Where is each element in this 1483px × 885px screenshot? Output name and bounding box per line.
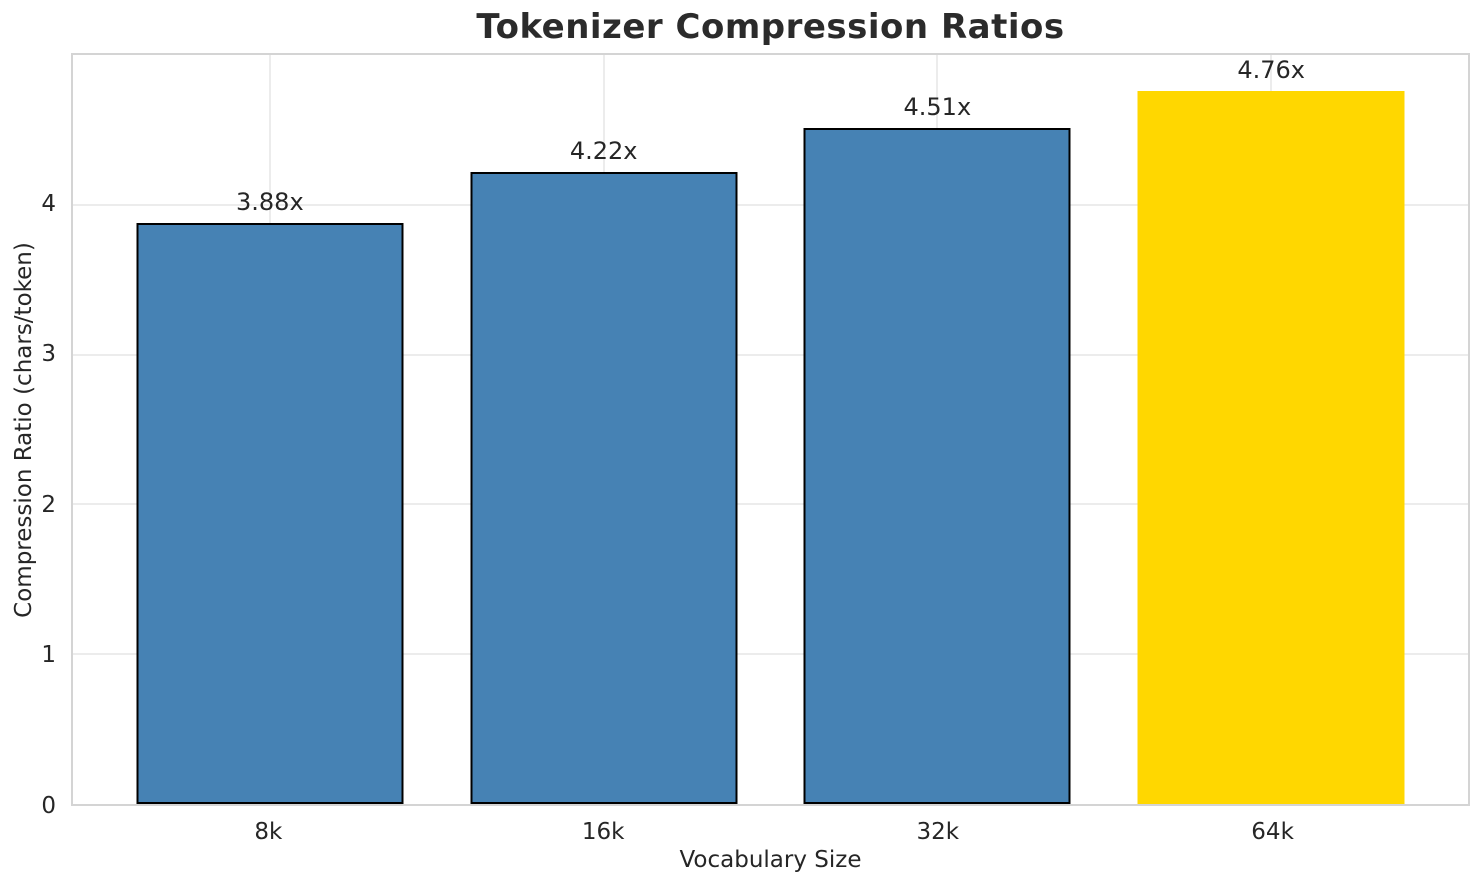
plot-area: 3.88x 4.22x 4.51x 4.76x: [71, 53, 1470, 806]
x-tick-label: 8k: [254, 819, 283, 845]
y-tick-label: 1: [41, 642, 56, 669]
chart-title: Tokenizer Compression Ratios: [476, 7, 1065, 47]
gridline-horizontal: [73, 503, 1468, 506]
y-tick-label: 0: [41, 793, 56, 819]
gridline-horizontal: [73, 353, 1468, 356]
bar: [803, 128, 1071, 804]
bar-value-label: 3.88x: [236, 187, 304, 216]
bar: [470, 171, 738, 804]
y-axis-label: Compression Ratio (chars/token): [11, 242, 37, 618]
y-tick-label: 2: [41, 491, 56, 518]
bar-value-label: 4.51x: [903, 93, 972, 122]
x-tick-label: 64k: [1251, 819, 1294, 845]
bar: [1137, 90, 1405, 804]
gridline-horizontal: [73, 203, 1468, 206]
x-tick-label: 16k: [581, 819, 625, 845]
bar: [136, 222, 404, 804]
bar-value-label: 4.76x: [1237, 55, 1305, 84]
y-tick-label: 3: [41, 341, 56, 368]
x-axis-label: Vocabulary Size: [679, 847, 862, 873]
y-tick-label: 4: [41, 190, 56, 217]
gridline-horizontal: [73, 653, 1468, 656]
x-tick-label: 32k: [916, 819, 960, 845]
bar-value-label: 4.22x: [569, 136, 638, 165]
